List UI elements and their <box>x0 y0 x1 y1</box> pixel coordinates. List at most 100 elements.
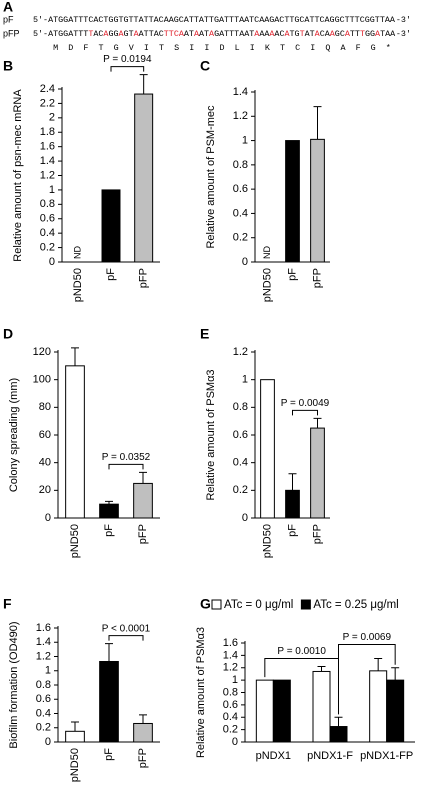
bar <box>99 660 119 743</box>
amino-acid: K <box>265 43 271 53</box>
axes <box>57 626 160 743</box>
base: CA <box>320 29 331 39</box>
p-value: P < 0.0001 <box>102 623 151 634</box>
base: ATTAC <box>139 29 164 39</box>
y-tick-label: 40 <box>39 457 51 469</box>
amino-acid: I <box>144 43 149 53</box>
x-tick-label: pFP <box>137 748 149 768</box>
p-value: P = 0.0352 <box>102 452 151 463</box>
amino-acid: T <box>159 43 164 53</box>
x-tick-label: pFP <box>311 268 323 288</box>
bar <box>65 365 85 519</box>
construct-label: pF <box>3 14 14 24</box>
y-tick-label: 0 <box>49 256 55 268</box>
base: GATTTAAT <box>214 29 254 39</box>
y-tick-label: 2.2 <box>40 97 55 109</box>
seq-suffix: -3' <box>396 15 411 25</box>
axes <box>57 350 160 519</box>
amino-acid: A <box>340 43 346 53</box>
panel-label: F <box>3 596 12 612</box>
bar <box>99 503 119 519</box>
amino-acid: G <box>371 43 376 53</box>
base: TAA <box>380 29 396 39</box>
axes <box>254 90 330 263</box>
y-tick-label: 1.2 <box>40 169 55 181</box>
mutated-base: T <box>88 29 93 39</box>
amino-acid: * <box>386 43 391 53</box>
base: AC <box>93 29 103 39</box>
y-tick-label: 0 <box>242 256 248 268</box>
amino-acid: L <box>235 43 240 53</box>
base: GT <box>124 29 134 39</box>
y-tick-label: 1.6 <box>36 622 51 634</box>
y-tick-label: 120 <box>33 346 51 358</box>
y-axis-label: Relative amount of PSM-mec <box>205 105 217 249</box>
mutated-base: A <box>284 29 290 39</box>
seq-prefix: 5'- <box>33 15 48 25</box>
x-tick-label: pNDX1-F <box>307 750 353 762</box>
panel-label: E <box>200 326 209 342</box>
amino-acid: F <box>83 43 88 53</box>
p-value: P = 0.0010 <box>277 646 326 657</box>
x-tick-label: pND50 <box>69 524 81 558</box>
error-bar <box>105 500 113 505</box>
base: AT <box>305 29 315 39</box>
x-tick-label: pND50 <box>261 524 273 558</box>
significance-bracket <box>338 644 396 715</box>
y-tick-label: 60 <box>39 429 51 441</box>
mutated-base: A <box>254 29 260 39</box>
legend-swatch <box>300 599 311 610</box>
bar <box>310 427 325 519</box>
bar <box>255 679 274 743</box>
error-bar <box>391 667 400 681</box>
amino-acid: D <box>219 43 224 53</box>
error-bar <box>139 714 147 724</box>
y-axis-label: Colony spreading (mm) <box>8 378 20 492</box>
sequence: ATGGATTTTACAGGAGTAATTACTTCAATAATAGATTTAA… <box>48 29 396 39</box>
bar <box>310 138 325 263</box>
y-tick-label: 1 <box>242 134 248 146</box>
amino-acid: Q <box>325 43 330 53</box>
y-tick-label: 0.2 <box>40 241 55 253</box>
x-tick-label: pND50 <box>261 268 273 302</box>
mutated-base: A <box>103 29 109 39</box>
y-tick-label: 1 <box>45 665 51 677</box>
y-tick-label: 0.8 <box>223 686 238 698</box>
y-axis-label: Biofilm formation (OD490) <box>8 621 20 748</box>
error-bar <box>71 721 79 732</box>
y-tick-label: 1.6 <box>40 141 55 153</box>
y-tick-label: 0.8 <box>233 159 248 171</box>
base: ATGGATTT <box>48 29 88 39</box>
y-tick-label: 0.8 <box>233 401 248 413</box>
x-tick-label: pF <box>103 524 115 537</box>
panel-label: C <box>200 58 210 74</box>
y-tick-label: 0 <box>45 736 51 748</box>
bar <box>134 93 154 263</box>
y-tick-label: 0.6 <box>223 699 238 711</box>
mutated-base: A <box>330 29 336 39</box>
y-tick-label: 0.4 <box>40 227 55 239</box>
y-tick-label: 1.4 <box>40 155 55 167</box>
amino-acid: I <box>310 43 315 53</box>
mutated-base: A <box>194 29 200 39</box>
y-tick-label: 1.4 <box>36 636 51 648</box>
mutated-base: TTCA <box>164 29 185 39</box>
error-bar <box>313 417 322 429</box>
construct-label: pFP <box>3 28 20 38</box>
p-value: P = 0.0049 <box>281 398 330 409</box>
legend-label: ATc = 0 μg/ml <box>224 599 293 611</box>
x-tick-label: pFP <box>137 524 149 544</box>
x-tick-label: pNDX1 <box>256 750 291 762</box>
x-tick-label: pF <box>286 524 298 537</box>
y-axis-label: Relative amount of psn-mec mRNA <box>12 89 24 262</box>
bar <box>285 489 300 519</box>
value-label: ND <box>73 246 83 259</box>
x-tick-label: pNDX1-FP <box>360 750 413 762</box>
base: TG <box>290 29 300 39</box>
x-tick-label: pFP <box>138 268 150 288</box>
x-tick-label: pND50 <box>69 748 81 782</box>
mutated-base: A <box>375 29 381 39</box>
bar <box>329 726 348 743</box>
significance-bracket <box>108 635 144 641</box>
